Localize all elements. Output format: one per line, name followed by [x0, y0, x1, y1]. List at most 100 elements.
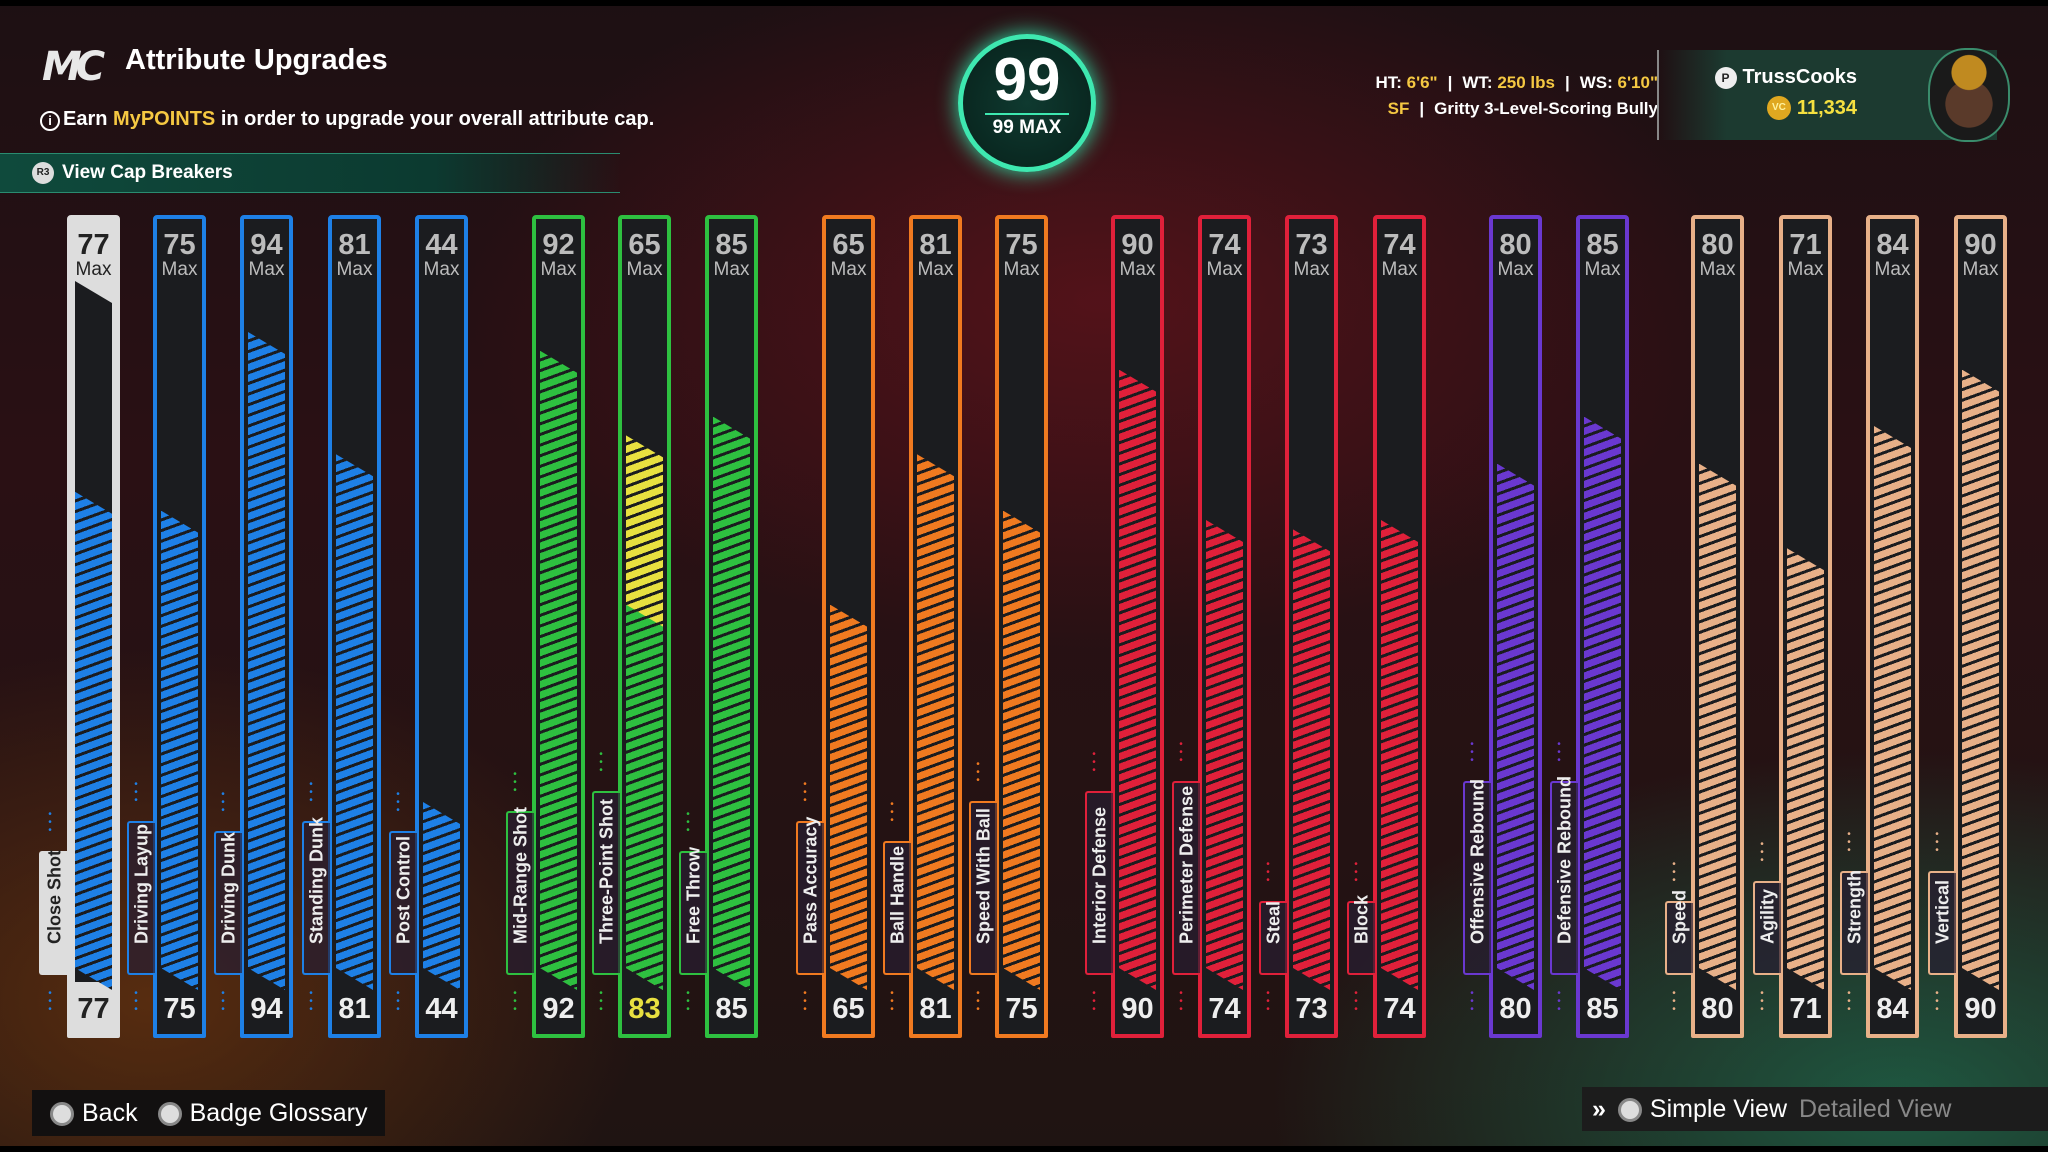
attribute-bar[interactable]: 81 Max 81: [909, 215, 962, 1038]
dots-top-icon: • • •: [1760, 839, 1764, 866]
dots-top-icon: • • •: [513, 769, 517, 796]
attribute-bar[interactable]: 73 Max 73: [1285, 215, 1338, 1038]
dots-bottom-icon: • • •: [1266, 988, 1270, 1015]
attribute-bar[interactable]: 84 Max 84: [1866, 215, 1919, 1038]
attribute-bar[interactable]: 80 Max 80: [1691, 215, 1744, 1038]
attribute-value: 85: [715, 993, 748, 1025]
overall-value: 99: [993, 46, 1061, 113]
attribute-bar[interactable]: 81 Max 81: [328, 215, 381, 1038]
attribute-bar[interactable]: 74 Max 74: [1373, 215, 1426, 1038]
attribute-value: 94: [250, 993, 283, 1025]
wingspan: 6'10": [1617, 73, 1658, 92]
attribute-bar[interactable]: 90 Max 90: [1954, 215, 2007, 1038]
attribute-max: 80: [1499, 229, 1532, 261]
player-bio: HT: 6'6" | WT: 250 lbs | WS: 6'10" SF | Gritty…: [1375, 70, 1658, 122]
detailed-view-button[interactable]: Detailed View: [1799, 1094, 1952, 1123]
max-label: Max: [1293, 259, 1330, 280]
back-button[interactable]: Back: [50, 1099, 138, 1128]
dots-bottom-icon: • • •: [1092, 988, 1096, 1015]
attribute-fill: [830, 605, 867, 990]
earn-hint: i Earn MyPOINTS in order to upgrade your …: [40, 108, 654, 131]
attribute-name-tab: Speed: [1665, 890, 1693, 975]
attribute-name: Post Control: [393, 836, 414, 944]
attribute-bar[interactable]: 85 Max 85: [1576, 215, 1629, 1038]
attribute-name-tab: Agility: [1753, 881, 1781, 975]
attribute-value: 74: [1383, 993, 1416, 1025]
attribute-fill: [75, 492, 112, 990]
attribute-value: 92: [542, 993, 575, 1025]
attribute-max: 92: [542, 229, 575, 261]
attribute-value: 73: [1295, 993, 1328, 1025]
dots-top-icon: • • •: [686, 809, 690, 836]
max-label: Max: [1699, 259, 1736, 280]
dots-bottom-icon: • • •: [134, 988, 138, 1015]
attribute-bar[interactable]: 80 Max 80: [1489, 215, 1542, 1038]
attribute-max: 65: [628, 229, 661, 261]
dots-bottom-icon: • • •: [1935, 988, 1939, 1015]
simple-view-button[interactable]: Simple View: [1617, 1095, 1787, 1124]
max-label: Max: [1962, 259, 1999, 280]
page-title: Attribute Upgrades: [125, 44, 388, 76]
dots-bottom-icon: • • •: [1354, 988, 1358, 1015]
dots-top-icon: • • •: [309, 779, 313, 806]
dots-top-icon: • • •: [1092, 749, 1096, 776]
dots-bottom-icon: • • •: [309, 988, 313, 1015]
playstation-icon: P: [1714, 66, 1737, 89]
username: TrussCooks: [1742, 66, 1857, 88]
attribute-name-tab: Post Control: [389, 831, 417, 975]
attribute-bar[interactable]: 92 Max 92: [532, 215, 585, 1038]
attribute-name-tab: Standing Dunk: [302, 817, 330, 975]
attribute-fill: [1381, 520, 1418, 990]
attribute-bar[interactable]: 85 Max 85: [705, 215, 758, 1038]
attribute-name: Driving Dunk: [218, 831, 239, 944]
attribute-bar[interactable]: 44 Max 44: [415, 215, 468, 1038]
attribute-bar[interactable]: 75 Max 75: [153, 215, 206, 1038]
max-label: Max: [713, 259, 750, 280]
attribute-fill: [626, 605, 663, 990]
back-label: Back: [82, 1098, 138, 1127]
top-border: [0, 0, 2048, 6]
attribute-fill: [540, 351, 577, 990]
attribute-fill: [1962, 370, 1999, 990]
sep: |: [1419, 99, 1425, 118]
vc-balance: VC 11,334: [1766, 96, 1857, 120]
view-cap-breakers-button[interactable]: R3 View Cap Breakers: [0, 153, 620, 193]
attribute-name: Mid-Range Shot: [510, 807, 531, 944]
hint-text: Earn: [63, 108, 114, 130]
attribute-bar[interactable]: 65 Max 65: [822, 215, 875, 1038]
badge-glossary-button[interactable]: Badge Glossary: [157, 1099, 367, 1128]
square-button-icon: [157, 1101, 182, 1126]
dots-top-icon: • • •: [599, 749, 603, 776]
dots-bottom-icon: • • •: [48, 988, 52, 1015]
attribute-bar[interactable]: 90 Max 90: [1111, 215, 1164, 1038]
dots-bottom-icon: • • •: [1470, 988, 1474, 1015]
bottom-border: [0, 1146, 2048, 1152]
attribute-value: 81: [919, 993, 952, 1025]
attribute-name: Ball Handle: [887, 845, 908, 944]
dots-top-icon: • • •: [1266, 859, 1270, 886]
attribute-bar[interactable]: 94 Max 94: [240, 215, 293, 1038]
attribute-name: Interior Defense: [1089, 806, 1110, 944]
attribute-name: Driving Layup: [131, 823, 152, 944]
attribute-bar[interactable]: 77 Max 77: [67, 215, 120, 1038]
attribute-value: 44: [425, 993, 458, 1025]
attribute-bar[interactable]: 75 Max 75: [995, 215, 1048, 1038]
dots-bottom-icon: • • •: [221, 988, 225, 1015]
attribute-name: Vertical: [1932, 879, 1953, 944]
max-label: Max: [1584, 259, 1621, 280]
dots-top-icon: • • •: [1672, 859, 1676, 886]
max-label: Max: [540, 259, 577, 280]
dots-top-icon: • • •: [1354, 859, 1358, 886]
wt-label: WT:: [1462, 73, 1498, 92]
attribute-name: Offensive Rebound: [1467, 778, 1488, 944]
ht-label: HT:: [1375, 73, 1407, 92]
attribute-bar[interactable]: 71 Max 71: [1779, 215, 1832, 1038]
attribute-bar[interactable]: 74 Max 74: [1198, 215, 1251, 1038]
dots-top-icon: • • •: [1179, 739, 1183, 766]
attribute-max: 94: [250, 229, 283, 261]
attribute-name-tab: Mid-Range Shot: [506, 807, 534, 975]
attribute-bar[interactable]: 65 Max 83: [618, 215, 671, 1038]
mypoints-highlight: MyPOINTS: [113, 108, 216, 130]
mycareer-logo: MC: [42, 44, 105, 90]
dots-top-icon: • • •: [396, 789, 400, 816]
